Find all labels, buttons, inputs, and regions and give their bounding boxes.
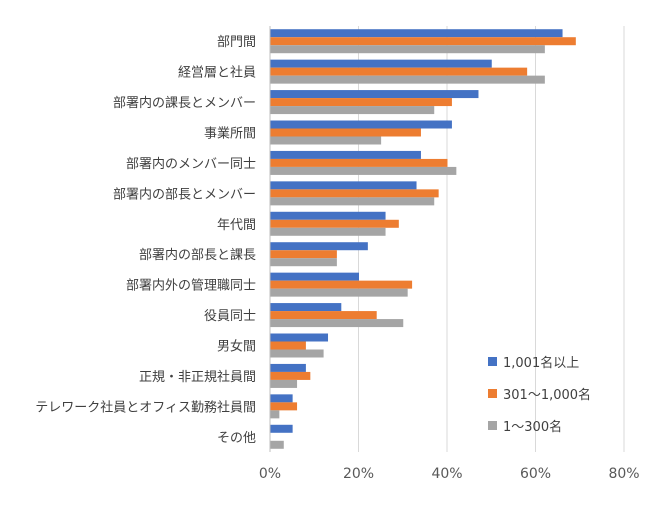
bar [270,258,337,267]
legend: 1,001名以上 301～1,000名 1～300名 [488,355,591,435]
bar [270,363,306,372]
category-label: 年代間 [217,218,256,233]
bar [270,158,448,167]
category-label: その他 [217,431,256,446]
bar [270,106,435,115]
x-tick-label: 80% [608,466,639,482]
bar [270,333,329,342]
bar [270,197,435,206]
legend-swatch [488,389,497,398]
bar [270,303,342,312]
bar [270,440,284,449]
bar [270,227,386,236]
bar [270,75,545,84]
category-label: テレワーク社員とオフィス勤務社員間 [35,399,256,415]
category-label: 部署内の課長とメンバー [113,95,256,111]
x-tick-label: 0% [259,466,281,482]
legend-swatch [488,421,497,430]
bar [270,250,337,259]
bar [270,341,306,350]
bar [270,90,479,99]
bar [270,120,452,129]
bar [270,211,386,220]
x-tick-label: 60% [520,466,551,482]
category-axis: 部門間経営層と社員部署内の課長とメンバー事業所間部署内のメンバー同士部署内の部長… [35,26,271,452]
legend-label: 1,001名以上 [503,355,579,371]
bar [270,311,377,320]
bar [270,128,421,137]
bar [270,189,439,198]
bar [270,280,413,289]
category-label: 部門間 [217,35,256,50]
bar [270,136,382,145]
bar [270,272,359,281]
bar [270,371,311,380]
bar [270,349,324,358]
bars [270,29,576,449]
category-label: 部署内の部長と課長 [139,247,256,263]
category-label: 経営層と社員 [178,65,256,81]
bar [270,288,408,297]
category-label: 正規・非正規社員間 [139,369,256,385]
bar [270,219,399,228]
bar [270,45,545,54]
category-label: 役員同士 [204,309,256,324]
legend-swatch [488,357,497,366]
bar [270,242,368,251]
bar [270,37,576,46]
bar [270,67,528,76]
bar [270,29,563,38]
category-label: 部署内外の管理職同士 [126,278,256,294]
category-label: 部署内の部長とメンバー [113,186,256,202]
bar [270,98,452,107]
bar [270,410,280,419]
bar [270,166,457,175]
bar [270,319,404,328]
legend-label: 301～1,000名 [503,387,591,403]
x-tick-label: 40% [431,466,462,482]
bar [270,402,298,411]
bar [270,394,293,403]
bar [270,150,421,159]
value-axis: 0% 20% 40% 60% 80% [259,466,640,482]
category-label: 男女間 [217,339,256,355]
legend-label: 1～300名 [503,419,562,435]
bar [270,59,492,68]
x-tick-label: 20% [343,466,374,482]
category-label: 部署内のメンバー同士 [126,156,256,172]
category-label: 事業所間 [204,126,256,142]
bar [270,181,417,190]
bar [270,379,298,388]
bar [270,424,293,433]
